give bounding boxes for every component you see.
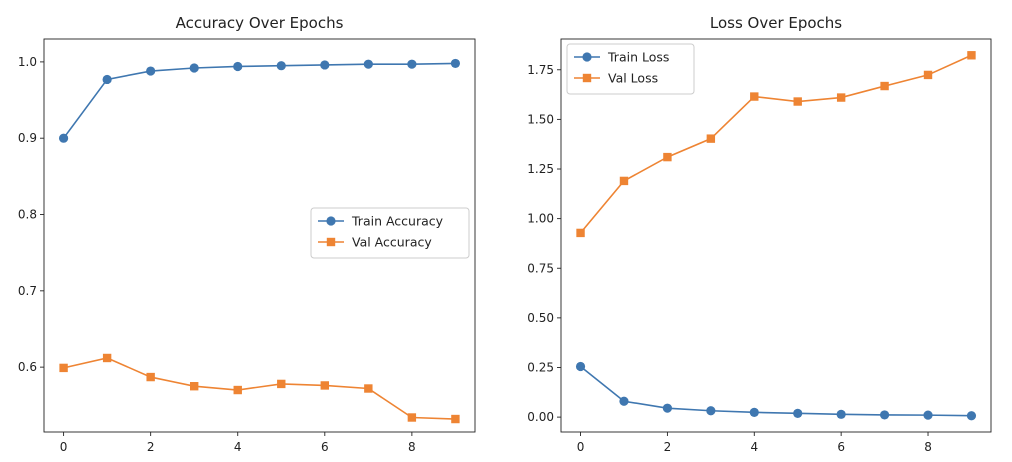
series-val-accuracy bbox=[59, 353, 460, 424]
data-point bbox=[277, 379, 286, 389]
legend-entry: Val Accuracy bbox=[318, 235, 432, 250]
x-tick-label: 4 bbox=[234, 440, 242, 454]
data-point bbox=[450, 58, 461, 69]
data-point bbox=[750, 92, 759, 101]
x-tick-label: 4 bbox=[750, 440, 758, 454]
data-point bbox=[102, 353, 112, 363]
y-tick-label: 0.00 bbox=[527, 410, 554, 424]
data-point bbox=[793, 408, 803, 418]
data-point bbox=[58, 133, 69, 143]
legend-swatch-marker bbox=[582, 73, 592, 83]
y-tick-label: 0.25 bbox=[527, 360, 554, 374]
data-point bbox=[364, 384, 373, 393]
data-point bbox=[189, 382, 199, 391]
y-tick-label: 0.8 bbox=[18, 208, 37, 222]
x-tick-label: 0 bbox=[577, 440, 585, 454]
x-tick-label: 8 bbox=[924, 440, 932, 454]
data-point bbox=[749, 407, 759, 417]
y-tick-label: 0.7 bbox=[18, 284, 37, 298]
chart-1: Loss Over Epochs 0 2 4 6 8 0.00 0.25 0.50 0.75 1.0… bbox=[527, 14, 992, 454]
x-tick-label: 6 bbox=[321, 440, 329, 454]
data-point bbox=[706, 134, 716, 143]
legend: Train Loss Val Loss bbox=[566, 43, 695, 95]
data-point bbox=[575, 361, 586, 372]
y-tick-label: 1.0 bbox=[18, 55, 37, 69]
data-point bbox=[619, 176, 629, 186]
x-tick-label: 6 bbox=[837, 440, 845, 454]
legend: Train Accuracy Val Accuracy bbox=[310, 207, 470, 259]
legend-label: Train Loss bbox=[607, 50, 669, 65]
legend-label: Val Accuracy bbox=[352, 235, 432, 250]
data-point bbox=[320, 60, 330, 70]
data-point bbox=[276, 61, 286, 71]
y-tick-label: 1.75 bbox=[527, 63, 554, 77]
data-point bbox=[923, 410, 933, 420]
data-point bbox=[189, 63, 199, 73]
legend-entry: Val Loss bbox=[574, 71, 658, 86]
legend-entry: Train Accuracy bbox=[318, 214, 444, 229]
y-tick-label: 0.6 bbox=[18, 360, 37, 374]
y-tick-label: 0.50 bbox=[527, 311, 554, 325]
data-point bbox=[619, 396, 629, 406]
chart-0: Accuracy Over Epochs 0 2 4 6 8 0.6 0.7 0.8 0.9 1.0… bbox=[18, 14, 476, 454]
data-point bbox=[233, 61, 243, 72]
chart-title: Loss Over Epochs bbox=[710, 14, 842, 32]
data-point bbox=[836, 93, 846, 102]
y-tick-label: 0.9 bbox=[18, 131, 37, 145]
axes-frame bbox=[43, 38, 476, 433]
legend-entry: Train Loss bbox=[574, 50, 669, 65]
data-point bbox=[233, 385, 242, 395]
data-point bbox=[880, 81, 889, 91]
data-point bbox=[102, 74, 112, 85]
data-point bbox=[59, 363, 68, 373]
data-point bbox=[363, 59, 373, 69]
y-tick-label: 1.50 bbox=[527, 112, 554, 126]
legend-label: Train Accuracy bbox=[351, 214, 444, 229]
data-point bbox=[407, 413, 417, 422]
data-point bbox=[923, 70, 933, 80]
data-point bbox=[967, 51, 976, 60]
legend-box bbox=[310, 207, 470, 259]
series-line bbox=[63, 357, 456, 420]
data-point bbox=[793, 97, 802, 106]
y-tick-label: 1.00 bbox=[527, 212, 554, 226]
data-point bbox=[966, 411, 977, 421]
data-point bbox=[576, 228, 585, 238]
data-point bbox=[879, 410, 890, 420]
data-point bbox=[407, 59, 417, 69]
data-point bbox=[663, 152, 672, 162]
data-point bbox=[146, 66, 156, 76]
y-tick-label: 0.75 bbox=[527, 261, 554, 275]
series-line bbox=[579, 54, 972, 234]
legend-swatch-marker bbox=[326, 216, 336, 226]
series-val-loss bbox=[576, 51, 976, 238]
data-point bbox=[146, 372, 155, 382]
x-tick-label: 2 bbox=[664, 440, 672, 454]
data-point bbox=[451, 414, 460, 424]
data-point bbox=[320, 381, 330, 390]
series-train-loss bbox=[575, 361, 977, 421]
data-point bbox=[662, 403, 673, 413]
y-tick-label: 1.25 bbox=[527, 162, 554, 176]
x-tick-label: 2 bbox=[147, 440, 155, 454]
chart-title: Accuracy Over Epochs bbox=[176, 14, 344, 32]
series-line bbox=[580, 365, 972, 417]
x-tick-label: 0 bbox=[60, 440, 68, 454]
data-point bbox=[836, 409, 846, 419]
series-line bbox=[62, 62, 456, 139]
legend-swatch-marker bbox=[326, 237, 336, 247]
data-point bbox=[706, 406, 716, 416]
series-train-accuracy bbox=[58, 58, 461, 143]
x-tick-label: 8 bbox=[408, 440, 416, 454]
legend-label: Val Loss bbox=[608, 71, 658, 86]
axes-frame bbox=[560, 38, 992, 433]
legend-swatch-marker bbox=[582, 52, 592, 62]
